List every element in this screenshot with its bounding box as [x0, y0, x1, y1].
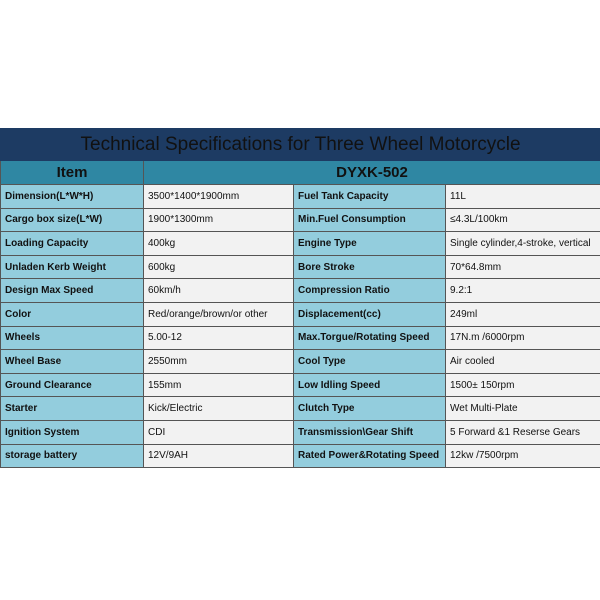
spec-value: 1500± 150rpm	[444, 372, 600, 398]
spec-value: 12kw /7500rpm	[444, 443, 600, 469]
spec-value: 3500*1400*1900mm	[143, 184, 294, 209]
spec-label: Cargo box size(L*W)	[0, 207, 144, 233]
spec-label: Bore Stroke	[293, 254, 446, 280]
spec-label: Design Max Speed	[0, 278, 144, 303]
spec-value: 9.2:1	[444, 278, 600, 303]
spec-label: Engine Type	[293, 231, 446, 256]
spec-label: Low Idling Speed	[293, 372, 446, 398]
spec-label: Transmission\Gear Shift	[293, 419, 446, 445]
spec-value: 600kg	[143, 254, 294, 280]
spec-label: Wheel Base	[0, 349, 144, 374]
spec-value: 17N.m /6000rpm	[444, 325, 600, 351]
spec-label: Fuel Tank Capacity	[293, 184, 446, 209]
table-row: Color Red/orange/brown/or other Displaceme…	[0, 301, 600, 327]
spec-label: Loading Capacity	[0, 231, 144, 256]
spec-label: Rated Power&Rotating Speed	[293, 443, 446, 469]
table-row: Starter Kick/Electric Clutch Type Wet Multi…	[0, 396, 600, 421]
spec-value: 70*64.8mm	[444, 254, 600, 280]
spec-label: Compression Ratio	[293, 278, 446, 303]
spec-value: Single cylinder,4-stroke, vertical	[444, 231, 600, 256]
table-row: storage battery 12V/9AH Rated Power&Rotati…	[0, 443, 600, 469]
spec-label: Wheels	[0, 325, 144, 351]
spec-value: ≤4.3L/100km	[444, 207, 600, 233]
spec-label: Ground Clearance	[0, 372, 144, 398]
table-row: Ground Clearance 155mm Low Idling Speed 150…	[0, 372, 600, 398]
spec-label: Max.Torgue/Rotating Speed	[293, 325, 446, 351]
spec-value: 12V/9AH	[143, 443, 294, 469]
table-row: Loading Capacity 400kg Engine Type Single c…	[0, 231, 600, 256]
table-row: Design Max Speed 60km/h Compression Ratio 9…	[0, 278, 600, 303]
spec-label: Clutch Type	[293, 396, 446, 421]
spec-label: Ignition System	[0, 419, 144, 445]
spec-value: 5.00-12	[143, 325, 294, 351]
table-title: Technical Specifications for Three Wheel…	[0, 128, 600, 161]
table-row: Wheel Base 2550mm Cool Type Air cooled	[0, 349, 600, 374]
spec-value: 5 Forward &1 Reserse Gears	[444, 419, 600, 445]
spec-value: 249ml	[444, 301, 600, 327]
header-model: DYXK-502	[142, 160, 600, 185]
spec-label: Displacement(cc)	[293, 301, 446, 327]
spec-value: 1900*1300mm	[143, 207, 294, 233]
spec-value: 60km/h	[143, 278, 294, 303]
spec-label: Color	[0, 301, 144, 327]
spec-value: CDI	[143, 419, 294, 445]
spec-label: Cool Type	[293, 349, 446, 374]
spec-label: storage battery	[0, 443, 144, 469]
spec-label: Unladen Kerb Weight	[0, 254, 144, 280]
spec-value: Kick/Electric	[143, 396, 294, 421]
spec-value: 11L	[444, 184, 600, 209]
table-row: Cargo box size(L*W) 1900*1300mm Min.Fuel C…	[0, 207, 600, 233]
spec-label: Dimension(L*W*H)	[0, 184, 144, 209]
spec-value: Red/orange/brown/or other	[143, 301, 294, 327]
spec-label: Starter	[0, 396, 144, 421]
table-row: Unladen Kerb Weight 600kg Bore Stroke 70*64…	[0, 254, 600, 280]
spec-value: 155mm	[143, 372, 294, 398]
table-row: Wheels 5.00-12 Max.Torgue/Rotating Speed 17…	[0, 325, 600, 351]
spec-value: 2550mm	[143, 349, 294, 374]
spec-table: Technical Specifications for Three Wheel…	[0, 128, 600, 469]
table-row: Ignition System CDI Transmission\Gear Shif…	[0, 419, 600, 445]
table-row: Dimension(L*W*H) 3500*1400*1900mm Fuel Tan…	[0, 184, 600, 209]
header-item: Item	[0, 160, 144, 185]
spec-value: Wet Multi-Plate	[444, 396, 600, 421]
spec-value: 400kg	[143, 231, 294, 256]
spec-value: Air cooled	[444, 349, 600, 374]
spec-label: Min.Fuel Consumption	[293, 207, 446, 233]
